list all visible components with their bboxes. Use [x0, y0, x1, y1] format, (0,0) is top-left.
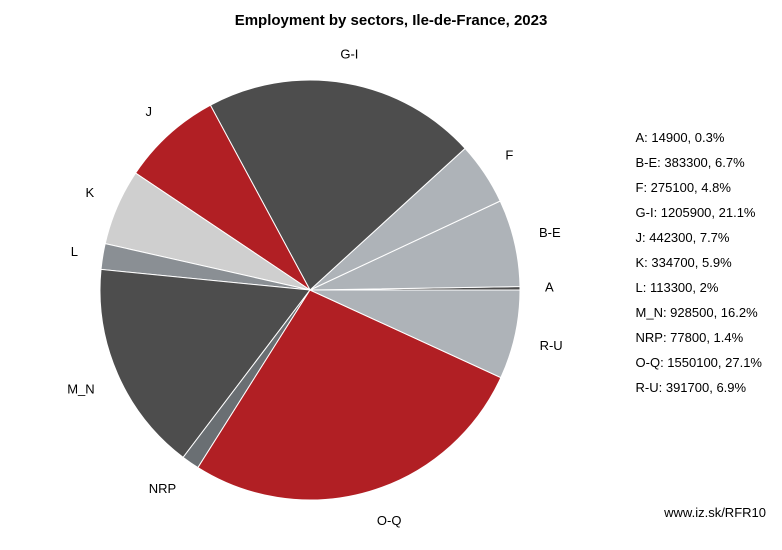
pie-svg: A B-E F G-I J K L M_N NRP O-Q R-U	[30, 35, 590, 545]
legend-item: O-Q: 1550100, 27.1%	[636, 355, 762, 370]
legend-item: B-E: 383300, 6.7%	[636, 155, 762, 170]
slice-label-F: F	[505, 148, 513, 163]
slice-label-M_N: M_N	[67, 382, 94, 397]
slice-label-G-I: G-I	[340, 46, 358, 61]
slice-label-L: L	[71, 244, 78, 259]
legend: A: 14900, 0.3% B-E: 383300, 6.7% F: 275100…	[636, 130, 762, 405]
source-link: www.iz.sk/RFR10	[664, 505, 766, 520]
legend-item: R-U: 391700, 6.9%	[636, 380, 762, 395]
slice-label-J: J	[146, 104, 153, 119]
slice-label-R-U: R-U	[540, 338, 563, 353]
legend-item: L: 113300, 2%	[636, 280, 762, 295]
pie-chart: AB-EFG-IJKLM_NNRPO-QR-U	[30, 35, 530, 515]
legend-item: F: 275100, 4.8%	[636, 180, 762, 195]
slice-label-A: A	[545, 280, 554, 295]
slice-label-K: K	[85, 185, 94, 200]
legend-item: A: 14900, 0.3%	[636, 130, 762, 145]
legend-item: G-I: 1205900, 21.1%	[636, 205, 762, 220]
slice-label-B-E: B-E	[539, 225, 561, 240]
chart-title: Employment by sectors, Ile-de-France, 20…	[0, 0, 782, 29]
slice-label-NRP: NRP	[149, 481, 176, 496]
legend-item: NRP: 77800, 1.4%	[636, 330, 762, 345]
legend-item: M_N: 928500, 16.2%	[636, 305, 762, 320]
legend-item: J: 442300, 7.7%	[636, 230, 762, 245]
slice-label-O-Q: O-Q	[377, 513, 402, 528]
legend-item: K: 334700, 5.9%	[636, 255, 762, 270]
